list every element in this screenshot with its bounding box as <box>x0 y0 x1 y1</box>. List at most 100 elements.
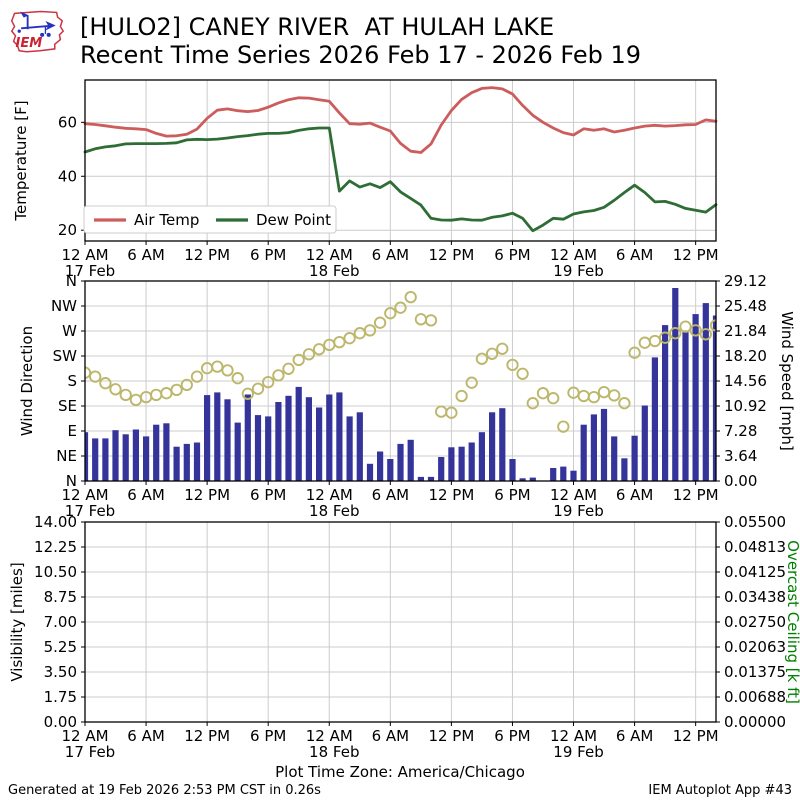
ceiling-tick-label: 0.04813 <box>724 538 786 556</box>
wind-speed-bar <box>509 459 516 481</box>
wind-speed-bar <box>570 470 577 481</box>
wind-speed-bar <box>529 477 536 481</box>
x-tick-label: 12 PM <box>184 727 230 745</box>
x-tick-date: 18 Feb <box>309 262 359 280</box>
ceiling-tick-label: 0.01375 <box>724 663 786 681</box>
wind-speed-tick-label: 25.48 <box>724 297 767 315</box>
wind-speed-bar <box>173 446 180 481</box>
y-tick-label: 60 <box>58 113 77 131</box>
wind-speed-bar <box>377 451 384 481</box>
wind-speed-bar <box>265 416 272 481</box>
wind-direction-dot <box>384 307 397 320</box>
wind-direction-dot <box>516 367 529 380</box>
wind-direction-dot <box>211 360 224 373</box>
temperature-axis-label: Temperature [F] <box>12 100 30 221</box>
wind-direction-dot <box>597 385 611 399</box>
wind-speed-tick-label: 14.56 <box>724 372 767 390</box>
wind-speed-bar <box>122 434 129 481</box>
x-tick-label: 6 AM <box>372 486 410 504</box>
wind-speed-bar <box>316 407 323 481</box>
x-tick-label: 6 AM <box>372 727 410 745</box>
wind-speed-tick-label: 21.84 <box>724 322 767 340</box>
wind-speed-bar <box>132 429 139 481</box>
wind-speed-bar <box>550 468 557 481</box>
wind-direction-dot <box>160 387 173 400</box>
wind-speed-bar <box>407 439 414 481</box>
x-tick-label: 6 AM <box>616 727 654 745</box>
wind-direction-dot <box>414 313 428 326</box>
wind-direction-dot <box>404 290 417 304</box>
wind-direction-dot <box>577 389 590 403</box>
wind-direction-dot <box>526 397 539 410</box>
wind-speed-tick-label: 7.28 <box>724 422 757 440</box>
x-tick-label: 6 AM <box>616 486 654 504</box>
x-tick-label: 12 PM <box>428 727 474 745</box>
iowa-outline-icon <box>10 10 65 53</box>
wind-speed-bar <box>611 436 618 481</box>
wind-direction-dot <box>272 369 285 382</box>
wind-dir-tick-label: SW <box>53 347 78 365</box>
legend: Air Temp Dew Point <box>83 205 337 234</box>
x-tick-date: 17 Feb <box>65 743 115 761</box>
wind-speed-bar <box>600 408 608 481</box>
wind-direction-dot <box>506 358 519 372</box>
wind-direction-dot <box>587 390 601 404</box>
wind-direction-dot <box>343 332 356 345</box>
visibility-tick-label: 0.00 <box>44 713 77 731</box>
legend-air-temp-label: Air Temp <box>134 211 199 229</box>
wind-speed-bar <box>387 459 394 481</box>
page-subtitle: Recent Time Series 2026 Feb 17 - 2026 Fe… <box>80 41 642 69</box>
x-tick-label: 12 AM <box>550 727 597 745</box>
wind-direction-dot <box>190 370 204 383</box>
wind-speed-tick-label: 10.92 <box>724 397 767 415</box>
x-tick-label: 12 PM <box>184 486 230 504</box>
x-tick-label: 12 PM <box>428 246 474 264</box>
wind-direction-dot <box>608 389 621 402</box>
wind-direction-dot <box>557 420 570 433</box>
wind-speed-bar <box>305 397 312 481</box>
x-tick-label: 6 AM <box>127 486 165 504</box>
wind-speed-bar <box>672 288 679 481</box>
wind-speed-bar <box>417 476 424 481</box>
wind-direction-dot <box>170 383 183 397</box>
visibility-tick-label: 7.00 <box>44 613 77 631</box>
x-tick-date: 19 Feb <box>553 502 603 520</box>
x-tick-label: 6 AM <box>616 246 654 264</box>
wind-speed-bar <box>580 424 587 481</box>
wind-speed-bar <box>478 432 485 481</box>
wind-speed-bar <box>326 394 333 481</box>
wind-speed-bar <box>468 442 475 481</box>
x-tick-date: 18 Feb <box>309 502 359 520</box>
wind-direction-dot <box>424 314 438 327</box>
wind-direction-dot <box>89 370 102 383</box>
visibility-axis-label: Visibility [miles] <box>8 562 26 681</box>
wind-speed-bar <box>427 476 435 481</box>
header: IEM [HULO2] CANEY RIVER AT HULAH LAKE Re… <box>8 5 641 69</box>
wind-speed-bar <box>204 395 211 481</box>
x-tick-label: 12 AM <box>306 727 353 745</box>
wind-chart: N 0.00 NE 3.64 E 7.28 SE 10.92 S 14.56 SW 18.20 W 21.… <box>18 272 796 520</box>
wind-dir-tick-label: S <box>67 372 77 390</box>
wind-dir-tick-label: NE <box>56 447 77 465</box>
wind-direction-dot <box>262 375 275 389</box>
wind-direction-dot <box>221 364 234 377</box>
x-tick-label: 12 PM <box>673 486 719 504</box>
wind-direction-axis-label: Wind Direction <box>18 326 36 436</box>
wind-direction-dot <box>445 406 458 419</box>
wind-direction-dot <box>373 316 387 329</box>
wind-speed-bar <box>85 432 89 481</box>
ceiling-tick-label: 0.00688 <box>724 688 786 706</box>
wind-speed-bar <box>499 408 506 481</box>
wind-direction-dot <box>496 342 509 355</box>
wind-direction-dot <box>435 405 448 418</box>
x-tick-label: 12 PM <box>673 727 719 745</box>
wind-speed-bar <box>112 430 119 481</box>
wind-direction-dot <box>658 331 672 344</box>
x-tick-date: 19 Feb <box>553 262 603 280</box>
wind-speed-bar <box>346 416 353 481</box>
wind-speed-bar <box>285 395 292 481</box>
wind-speed-bar <box>275 402 282 481</box>
wind-direction-dot <box>638 336 651 349</box>
wind-direction-dot <box>669 327 682 340</box>
